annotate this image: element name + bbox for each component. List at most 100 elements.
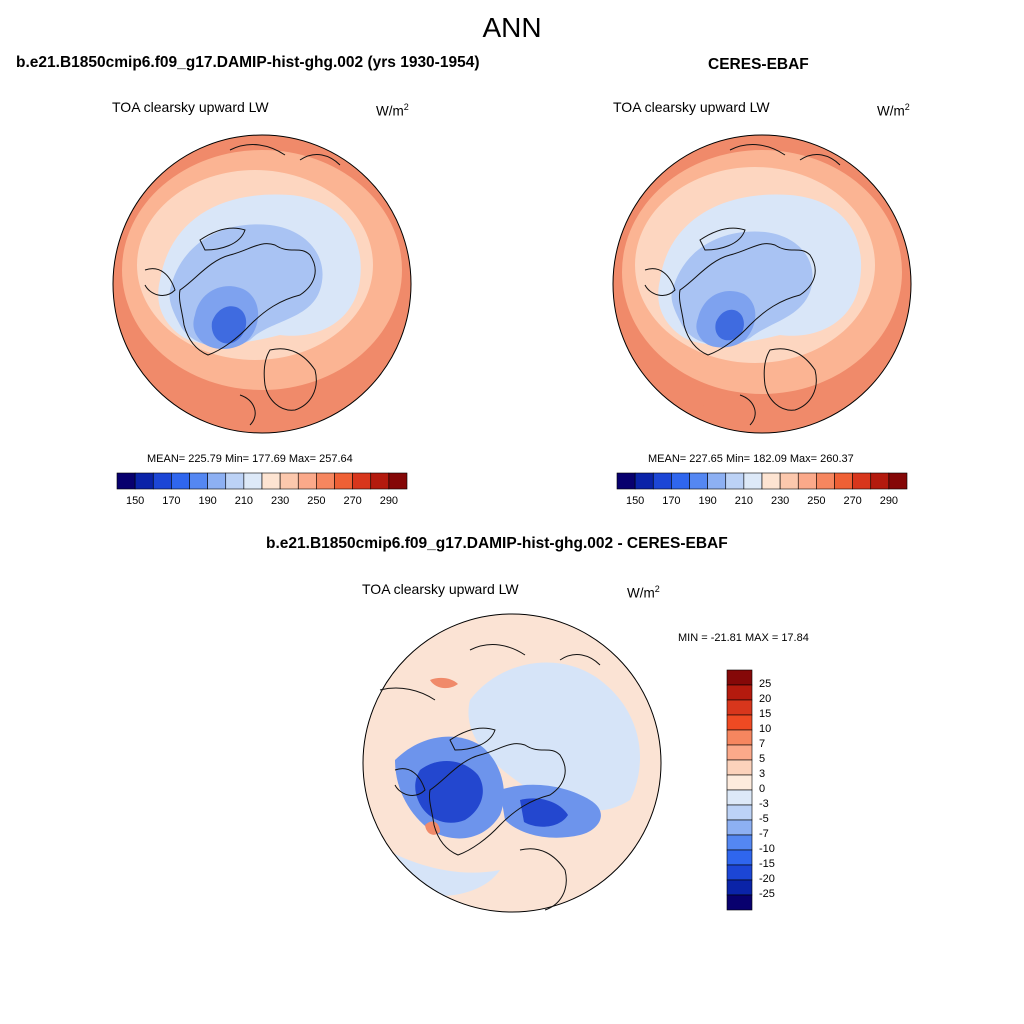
diff-colorbar-tick-label: -20	[759, 873, 775, 885]
diff-colorbar-tick-label: 15	[759, 708, 772, 720]
diff-colorbar-tick-label: -7	[759, 828, 769, 840]
diff-colorbar-tick-label: -5	[759, 813, 769, 825]
right-variable-label: TOA clearsky upward LW	[613, 99, 770, 115]
right-colorbar-tick-label: 170	[662, 495, 681, 507]
left-colorbar-box	[370, 472, 390, 490]
diff-colorbar-tick-label: -15	[759, 858, 775, 870]
right-panel-title: CERES-EBAF	[708, 56, 809, 73]
diff-panel-title: b.e21.B1850cmip6.f09_g17.DAMIP-hist-ghg.…	[266, 535, 728, 552]
right-units-label: W/m2	[877, 102, 910, 119]
left-colorbar	[116, 472, 408, 490]
left-colorbar-tick-label: 270	[343, 495, 362, 507]
left-colorbar-tick-label: 170	[162, 495, 181, 507]
right-colorbar-tick-label: 210	[734, 495, 754, 507]
right-colorbar-box	[652, 472, 672, 490]
left-colorbar-tick-label: 250	[307, 495, 326, 507]
left-units-base: W/m	[376, 103, 404, 119]
right-colorbar-box	[616, 472, 636, 490]
left-colorbar-box	[243, 472, 263, 490]
left-colorbar-box	[207, 472, 227, 490]
left-colorbar-tick-label: 190	[198, 495, 217, 507]
left-colorbar-box	[316, 472, 335, 490]
right-colorbar-tick-label: 290	[879, 495, 899, 507]
diff-colorbar	[726, 669, 753, 911]
diff-variable-label: TOA clearsky upward LW	[362, 581, 519, 597]
left-colorbar-box	[279, 472, 299, 490]
right-colorbar-box	[707, 472, 727, 490]
left-colorbar-box	[116, 472, 136, 490]
left-colorbar-tick-label: 210	[234, 495, 254, 507]
right-colorbar-box	[761, 472, 781, 490]
diff-stats: MIN = -21.81 MAX = 17.84	[678, 632, 809, 644]
diff-colorbar-tick-label: 5	[759, 753, 766, 765]
diff-colorbar-box	[726, 819, 753, 836]
diff-colorbar-box	[726, 684, 753, 701]
left-variable-label: TOA clearsky upward LW	[112, 99, 269, 115]
left-colorbar-box	[352, 472, 372, 490]
diff-colorbar-box	[726, 894, 753, 911]
left-panel-title: b.e21.B1850cmip6.f09_g17.DAMIP-hist-ghg.…	[16, 54, 480, 71]
diff-colorbar-box	[726, 864, 753, 881]
right-map	[612, 134, 912, 434]
diff-colorbar-box	[726, 699, 753, 716]
diff-colorbar-tick-label: 20	[759, 693, 772, 705]
diff-colorbar-tick-label: -25	[759, 888, 775, 900]
left-colorbar-box	[225, 472, 245, 490]
right-colorbar-box	[797, 472, 817, 490]
left-colorbar-box	[334, 472, 353, 490]
right-colorbar-tick-label: 270	[843, 495, 862, 507]
right-colorbar-box	[725, 472, 745, 490]
diff-colorbar-tick-label: 0	[759, 783, 766, 795]
diff-colorbar-box	[726, 774, 753, 791]
right-colorbar-box	[870, 472, 890, 490]
right-colorbar-box	[743, 472, 763, 490]
diff-colorbar-tick-label: -10	[759, 843, 775, 855]
left-colorbar-tick-label: 150	[125, 495, 145, 507]
right-colorbar-tick-label: 250	[807, 495, 826, 507]
right-colorbar-box	[834, 472, 853, 490]
left-colorbar-box	[189, 472, 208, 490]
diff-colorbar-box	[726, 729, 753, 746]
diff-colorbar-tick-label: -3	[759, 798, 769, 810]
left-colorbar-tick-label: 230	[270, 495, 290, 507]
left-map	[112, 134, 412, 434]
diff-colorbar-tick-label: 25	[759, 678, 772, 690]
right-colorbar-box	[779, 472, 799, 490]
right-units-exponent: 2	[904, 102, 910, 112]
right-colorbar-box	[852, 472, 872, 490]
left-colorbar-box	[171, 472, 190, 490]
diff-colorbar-tick-label: 10	[759, 723, 772, 735]
left-stats: MEAN= 225.79 Min= 177.69 Max= 257.64	[147, 453, 353, 465]
diff-colorbar-box	[726, 744, 753, 761]
right-colorbar-box	[816, 472, 835, 490]
diff-colorbar-box	[726, 714, 753, 731]
right-stats: MEAN= 227.65 Min= 182.09 Max= 260.37	[648, 453, 854, 465]
left-colorbar-box	[152, 472, 172, 490]
left-colorbar-tick-label: 290	[379, 495, 399, 507]
right-colorbar-box	[888, 472, 908, 490]
main-title: ANN	[482, 12, 542, 43]
diff-colorbar-box	[726, 759, 753, 776]
diff-colorbar-box	[726, 834, 753, 851]
right-colorbar-box	[671, 472, 690, 490]
diff-colorbar-box	[726, 789, 753, 806]
right-colorbar-tick-label: 190	[698, 495, 717, 507]
left-units-exponent: 2	[403, 102, 409, 112]
right-colorbar	[616, 472, 908, 490]
right-units-base: W/m	[877, 103, 905, 119]
left-units-label: W/m2	[376, 102, 409, 119]
right-colorbar-tick-label: 150	[625, 495, 645, 507]
left-colorbar-box	[134, 472, 154, 490]
diff-units-base: W/m	[627, 585, 655, 601]
right-colorbar-tick-label: 230	[770, 495, 790, 507]
diff-colorbar-box	[726, 804, 753, 821]
diff-units-exponent: 2	[654, 584, 660, 594]
diff-map	[362, 613, 662, 913]
diff-units-label: W/m2	[627, 584, 660, 601]
right-colorbar-box	[634, 472, 654, 490]
left-colorbar-box	[261, 472, 281, 490]
diff-colorbar-box	[726, 879, 753, 896]
left-colorbar-box	[297, 472, 317, 490]
diff-colorbar-box	[726, 669, 753, 686]
